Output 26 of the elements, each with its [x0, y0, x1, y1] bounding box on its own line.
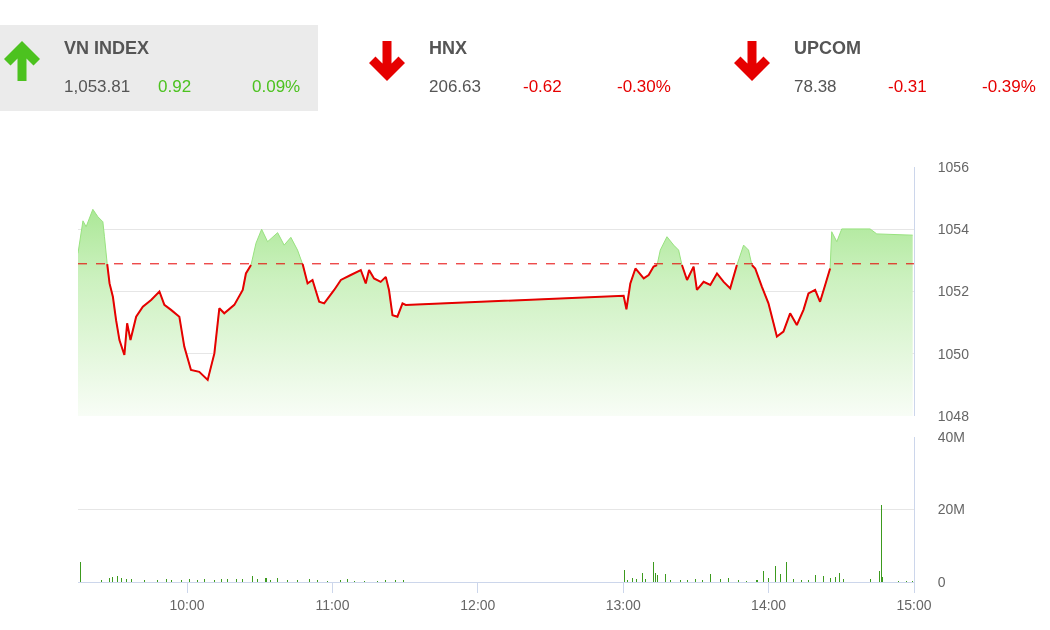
y-tick-label: 20M [937, 501, 966, 518]
x-tick-label: 10:00 [169, 596, 205, 613]
x-tick-label: 12:00 [460, 596, 496, 613]
data-label: 1,053.81 [64, 77, 131, 97]
data-label: 78.38 [794, 77, 837, 97]
category-label: UPCOM [794, 38, 861, 59]
data-label: -0.31 [888, 77, 927, 97]
y-tick-label: 1054 [937, 221, 970, 238]
x-tick-label: 14:00 [751, 596, 787, 613]
data-label: 0.09% [252, 77, 301, 97]
category-label: HNX [429, 38, 468, 59]
data-label: -0.39% [982, 77, 1036, 97]
y-tick-label: 1056 [937, 158, 970, 175]
y-tick-label: 0 [937, 573, 946, 590]
x-tick-label: 11:00 [315, 596, 350, 613]
x-tick-label: 13:00 [605, 596, 641, 613]
x-tick-label: 15:00 [896, 596, 932, 613]
data-label: -0.62 [523, 77, 562, 97]
y-tick-label: 1052 [937, 283, 970, 300]
y-tick-label: 1048 [937, 407, 970, 424]
data-label: -0.30% [617, 77, 671, 97]
y-tick-label: 1050 [937, 345, 970, 362]
data-label: 0.92 [158, 77, 192, 97]
category-label: VN INDEX [64, 38, 150, 59]
y-tick-label: 40M [937, 428, 966, 445]
data-label: 206.63 [429, 77, 481, 97]
